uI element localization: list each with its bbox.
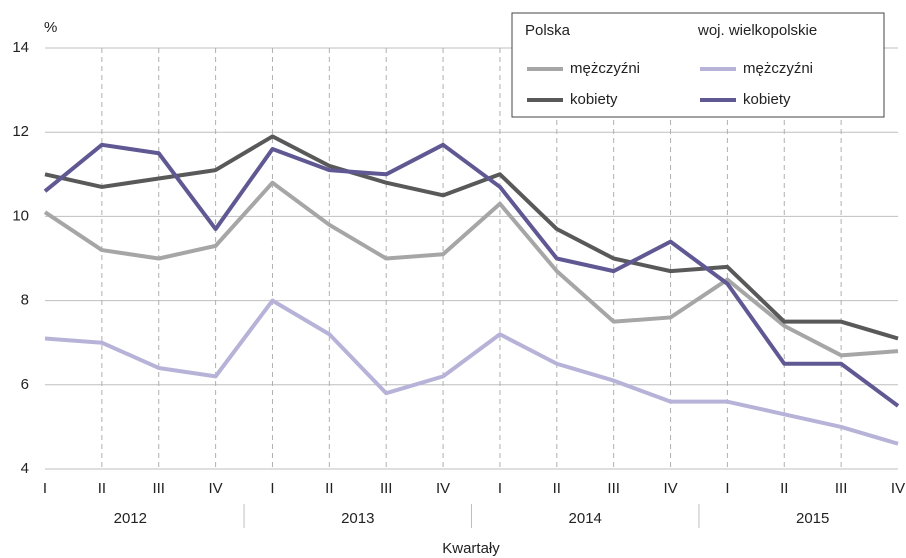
x-tick-label: II	[325, 480, 333, 497]
y-tick-label: 14	[12, 39, 29, 56]
series-line	[43, 180, 899, 358]
x-tick-label: I	[270, 480, 274, 497]
x-tick-label: II	[98, 480, 106, 497]
legend: Polska woj. wielkopolskie mężczyźni kobiety…	[511, 12, 885, 118]
x-tick-label: I	[725, 480, 729, 497]
x-tick-label: III	[835, 480, 848, 497]
x-tick-label: III	[152, 480, 165, 497]
y-unit: %	[44, 19, 57, 36]
y-tick-label: 12	[12, 123, 29, 140]
legend-box	[511, 12, 885, 118]
year-label: 2015	[796, 510, 829, 527]
x-tick-label: I	[43, 480, 47, 497]
legend-label: mężczyźni	[570, 60, 640, 77]
x-tick-label: IV	[663, 480, 677, 497]
y-tick-label: 4	[21, 460, 29, 477]
x-tick-label: IV	[891, 480, 905, 497]
year-label: 2014	[569, 510, 602, 527]
y-tick-label: 10	[12, 207, 29, 224]
y-tick-label: 8	[21, 292, 29, 309]
x-tick-label: IV	[436, 480, 450, 497]
series-line	[44, 134, 899, 341]
x-tick-label: II	[780, 480, 788, 497]
x-tick-label: IV	[209, 480, 223, 497]
legend-label: kobiety	[570, 91, 618, 108]
legend-label: mężczyźni	[743, 60, 813, 77]
x-tick-label: II	[553, 480, 561, 497]
year-label: 2012	[114, 510, 147, 527]
series-line	[43, 142, 900, 408]
x-tick-label: III	[607, 480, 620, 497]
legend-group-title: Polska	[525, 22, 571, 39]
x-axis-label: Kwartały	[442, 540, 500, 557]
series-line	[44, 298, 899, 446]
legend-label: kobiety	[743, 91, 791, 108]
x-tick-label: III	[380, 480, 393, 497]
x-tick-label: I	[498, 480, 502, 497]
legend-group-title: woj. wielkopolskie	[697, 22, 817, 39]
y-tick-label: 6	[21, 376, 29, 393]
year-label: 2013	[341, 510, 374, 527]
